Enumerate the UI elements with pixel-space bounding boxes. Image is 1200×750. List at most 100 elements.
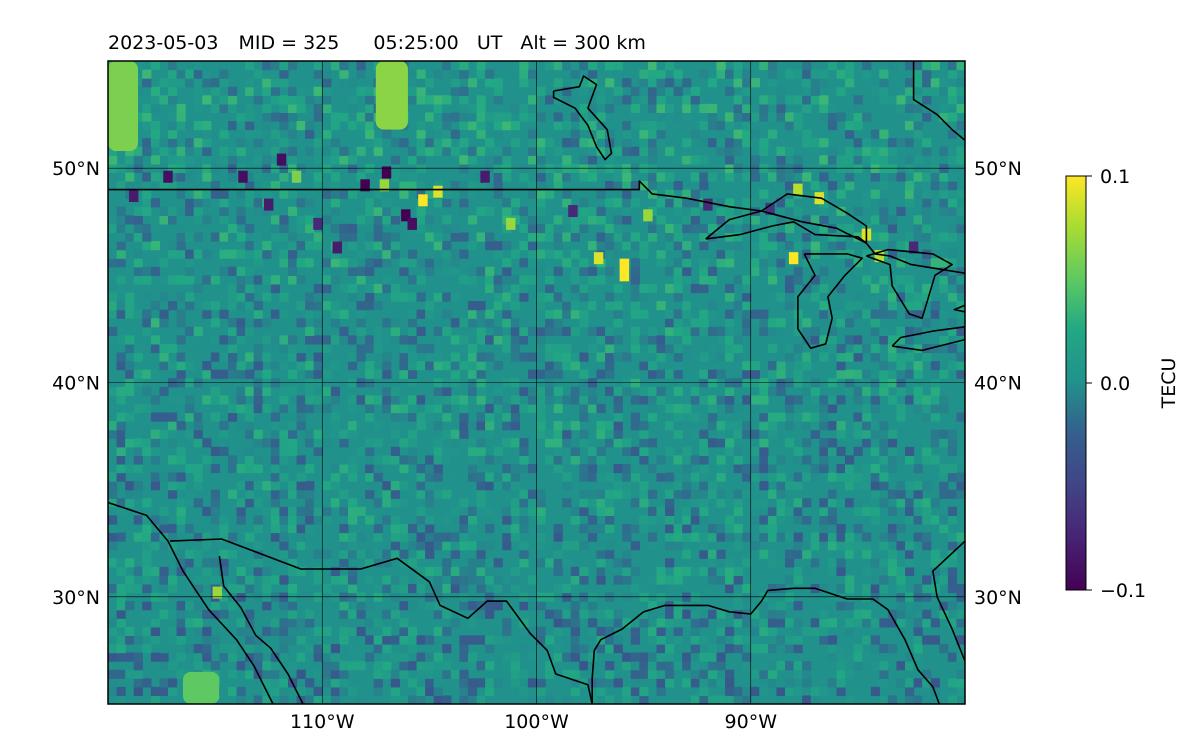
heatmap-cell [176,69,186,79]
heatmap-cell [296,275,306,285]
heatmap-cell [330,695,340,704]
heatmap-cell [785,352,795,362]
heatmap-cell [365,635,375,645]
heatmap-cell [536,592,546,602]
heatmap-cell [493,472,503,482]
heatmap-cell [339,463,349,474]
heatmap-cell [485,455,495,465]
heatmap-cell [802,86,812,96]
heatmap-cell [133,112,143,122]
heatmap-cell [382,575,392,585]
heatmap-cell [939,395,949,405]
heatmap-cell [390,609,400,619]
heatmap-cell [879,266,889,276]
heatmap-cell [853,463,863,474]
heatmap-cell [879,232,889,242]
heatmap-cell [810,463,820,474]
heatmap-cell [947,566,958,576]
heatmap-cell [579,215,589,225]
heatmap-cell [287,386,298,396]
heatmap-cell [356,609,366,619]
heatmap-cell [142,318,152,328]
heatmap-cell [193,429,203,439]
heatmap-cell [879,138,889,148]
heatmap-cell [485,686,495,697]
heatmap-cell [227,292,238,302]
heatmap-cell [142,275,152,285]
heatmap-cell [922,446,932,456]
heatmap-cell [502,301,512,311]
heatmap-cell [159,258,169,268]
heatmap-cell [587,155,598,165]
heatmap-cell [836,678,846,688]
heatmap-cell [767,215,778,225]
heatmap-cell [467,61,478,62]
heatmap-cell [545,301,555,311]
heatmap-cell [510,343,520,354]
heatmap-cell [545,661,555,671]
heatmap-cell [879,498,889,508]
heatmap-cell [605,592,615,602]
heatmap-cell [922,318,932,328]
heatmap-cell [742,95,752,105]
heatmap-cell [502,206,512,216]
heatmap-cell [527,695,538,704]
heatmap-cell [750,489,760,499]
heatmap-cell [562,626,572,637]
heatmap-cell [656,395,666,405]
heatmap-cell [347,403,358,414]
heatmap-cell [219,421,229,431]
heatmap-cell [279,223,289,234]
cold-spot [163,170,173,183]
heatmap-cell [236,206,246,216]
heatmap-cell [562,61,572,71]
heatmap-cell [407,635,418,645]
heatmap-cell [810,352,820,362]
heatmap-cell [416,343,426,354]
heatmap-cell [416,78,426,88]
heatmap-cell [913,172,923,182]
heatmap-cell [236,369,246,379]
heatmap-cell [245,455,255,465]
heatmap-cell [853,609,863,619]
heatmap-cell [270,335,280,345]
heatmap-cell [167,343,178,354]
heatmap-cell [605,78,615,88]
heatmap-cell [553,446,563,456]
heatmap-cell [716,369,726,379]
heatmap-cell [587,395,598,405]
heatmap-cell [767,172,778,182]
heatmap-cell [373,412,383,422]
heatmap-cell [887,463,898,474]
heatmap-cell [845,258,855,268]
heatmap-cell [776,678,786,688]
heatmap-cell [922,61,932,71]
heatmap-cell [450,223,460,234]
heatmap-cell [613,95,623,105]
heatmap-cell [459,523,469,534]
heatmap-cell [373,686,383,697]
heatmap-cell [476,446,486,456]
heatmap-cell [905,258,915,268]
heatmap-cell [733,695,743,704]
heatmap-cell [785,549,795,559]
heatmap-cell [450,292,460,302]
heatmap-cell [836,112,846,122]
heatmap-cell [347,189,358,199]
heatmap-cell [630,326,640,336]
heatmap-cell [750,215,760,225]
heatmap-cell [947,429,958,439]
heatmap-cell [485,155,495,165]
heatmap-cell [253,309,263,319]
heatmap-cell [347,429,358,439]
heatmap-cell [956,283,965,294]
heatmap-cell [845,352,855,362]
heatmap-cell [690,86,700,96]
heatmap-cell [836,661,846,671]
heatmap-cell [108,626,118,637]
heatmap-cell [733,232,743,242]
heatmap-cell [416,695,426,704]
heatmap-cell [810,695,820,704]
heatmap-cell [887,301,898,311]
heatmap-cell [527,592,538,602]
